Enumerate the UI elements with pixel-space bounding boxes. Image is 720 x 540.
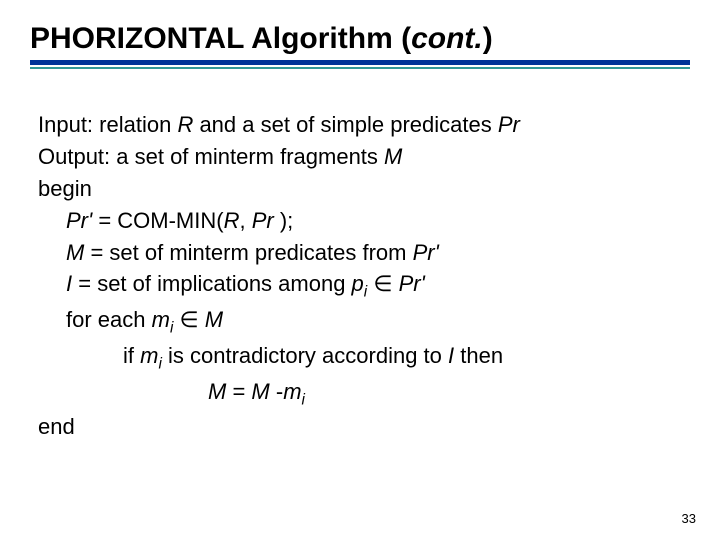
var-Prp: Pr' [66, 208, 98, 233]
text: = set of implications among [72, 271, 351, 296]
divider-thin [30, 67, 690, 69]
var-Prp: Pr' [399, 271, 425, 296]
title-main: PHORIZONTAL Algorithm ( [30, 22, 411, 55]
sub-i: i [302, 391, 305, 408]
text: if [123, 343, 140, 368]
var-R: R [224, 208, 240, 233]
slide-body: Input: relation R and a set of simple pr… [30, 109, 690, 443]
elem-of: ∈ [173, 307, 204, 332]
text: = [226, 379, 251, 404]
var-p: p [352, 271, 364, 296]
text: Input: relation [38, 112, 177, 137]
var-Pr: Pr [252, 208, 274, 233]
divider-thick [30, 60, 690, 65]
text: begin [38, 176, 92, 201]
text: for each [66, 307, 152, 332]
line-M: M = set of minterm predicates from Pr' [38, 237, 690, 269]
var-M: M [208, 379, 226, 404]
text: = COM-MIN( [98, 208, 223, 233]
text: is contradictory according to [162, 343, 448, 368]
text: end [38, 414, 75, 439]
text: , [239, 208, 251, 233]
line-I: I = set of implications among pi ∈ Pr' [38, 268, 690, 304]
var-m: m [140, 343, 158, 368]
line-if: if mi is contradictory according to I th… [38, 340, 690, 376]
page-number: 33 [682, 511, 696, 526]
var-Prp: Pr' [413, 240, 439, 265]
slide-title: PHORIZONTAL Algorithm (cont.) [30, 22, 690, 56]
line-begin: begin [38, 173, 690, 205]
line-foreach: for each mi ∈ M [38, 304, 690, 340]
var-M: M [251, 379, 269, 404]
var-m: m [152, 307, 170, 332]
text: = set of minterm predicates from [84, 240, 412, 265]
text: Output: a set of minterm fragments [38, 144, 384, 169]
slide-container: PHORIZONTAL Algorithm (cont.) Input: rel… [0, 0, 720, 540]
line-prprime: Pr' = COM-MIN(R, Pr ); [38, 205, 690, 237]
elem-of: ∈ [367, 271, 398, 296]
var-M: M [205, 307, 223, 332]
line-output: Output: a set of minterm fragments M [38, 141, 690, 173]
var-R: R [177, 112, 193, 137]
text: then [454, 343, 503, 368]
text: ); [274, 208, 294, 233]
text: - [270, 379, 283, 404]
var-M: M [384, 144, 402, 169]
line-input: Input: relation R and a set of simple pr… [38, 109, 690, 141]
var-M: M [66, 240, 84, 265]
var-m: m [283, 379, 301, 404]
line-end: end [38, 411, 690, 443]
var-Pr: Pr [498, 112, 520, 137]
title-close: ) [483, 22, 493, 55]
text: and a set of simple predicates [193, 112, 498, 137]
line-assign: M = M -mi [38, 376, 690, 412]
title-cont: cont. [411, 22, 483, 55]
